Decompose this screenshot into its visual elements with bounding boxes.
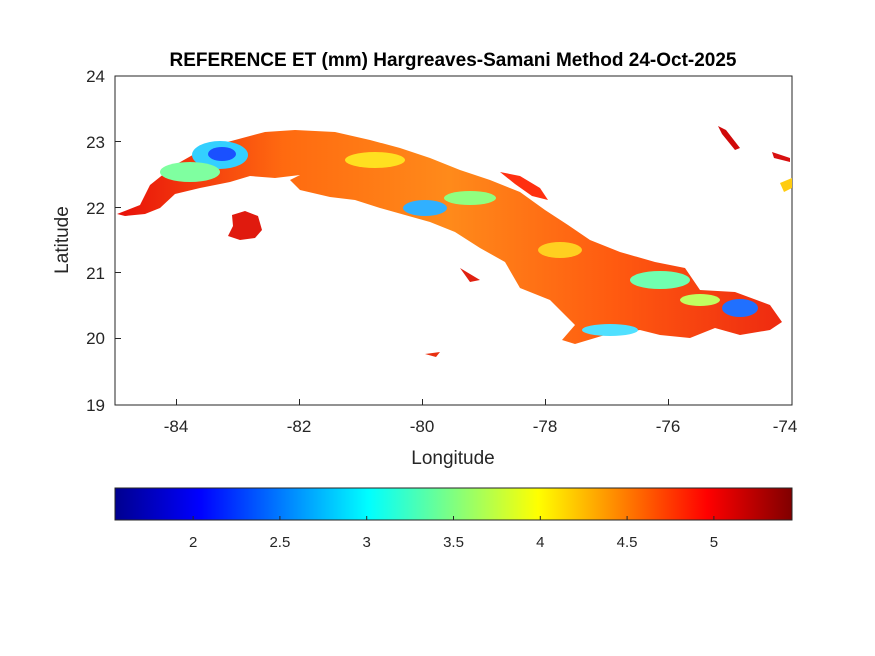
islet-south [460,268,480,282]
low-et-pinar [160,162,220,182]
colorbar-tick-label: 4 [536,534,544,551]
y-tick-label: 21 [86,264,105,283]
y-axis-label: Latitude [52,206,73,274]
mid-et-yellow-b [538,242,582,258]
cuba-main-island [117,130,782,344]
x-tick-label: -84 [164,417,189,436]
low-et-central-b [444,191,496,205]
islet-north-1 [718,126,740,150]
islet-keys [500,172,548,200]
colorbar-tick-label: 3.5 [443,534,464,551]
colorbar-tick-label: 4.5 [617,534,638,551]
islet-north-3 [780,178,792,192]
x-tick-label: -82 [287,417,312,436]
colorbar-tick-label: 2.5 [269,534,290,551]
x-tick-label: -76 [656,417,681,436]
y-tick-label: 22 [86,199,105,218]
mid-et-yellow-c [680,294,720,306]
x-axis: -84 -82 -80 -78 -76 -74 Longitude [164,399,798,469]
y-tick-label: 23 [86,133,105,152]
isla-juventud [228,211,262,240]
map-axes [114,75,793,406]
colorbar-ticks: 2 2.5 3 3.5 4 4.5 5 [189,516,718,551]
colorbar-tick-label: 3 [363,534,371,551]
low-et-west-core [208,147,236,161]
chart-title: REFERENCE ET (mm) Hargreaves-Samani Meth… [170,50,737,71]
x-axis-label: Longitude [411,448,494,469]
low-et-east [630,271,690,289]
y-tick-label: 20 [86,329,105,348]
x-tick-label: -80 [410,417,435,436]
x-tick-label: -74 [773,417,798,436]
cuba-map [117,126,792,357]
x-tick-label: -78 [533,417,558,436]
colorbar: 2 2.5 3 3.5 4 4.5 5 [114,487,793,551]
islet-south-2 [425,352,440,357]
colorbar-tick-label: 2 [189,534,197,551]
low-et-central [403,200,447,216]
mid-et-yellow-a [345,152,405,168]
y-tick-label: 24 [86,67,105,86]
y-tick-label: 19 [86,396,105,415]
colorbar-gradient [114,487,793,521]
low-et-east-b [582,324,638,336]
low-et-east-core [722,299,758,317]
colorbar-tick-label: 5 [710,534,718,551]
islet-north-2 [772,152,790,162]
y-axis: 19 20 21 22 23 24 Latitude [52,67,121,415]
